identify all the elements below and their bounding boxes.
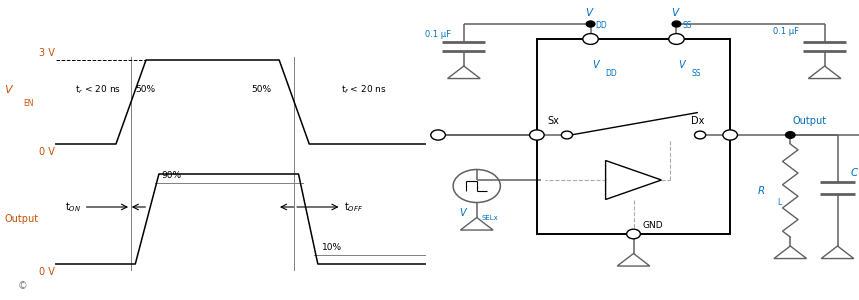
Text: SELx: SELx <box>481 214 497 220</box>
Text: t$_r$ < 20 ns: t$_r$ < 20 ns <box>75 84 121 96</box>
Bar <box>537 39 730 234</box>
Text: 0 V: 0 V <box>39 267 54 277</box>
Circle shape <box>668 34 684 44</box>
Circle shape <box>785 132 795 138</box>
Text: 50%: 50% <box>252 85 271 94</box>
Text: t$_{ON}$: t$_{ON}$ <box>65 200 82 214</box>
Text: Output: Output <box>4 214 39 224</box>
Text: DD: DD <box>606 69 618 78</box>
Text: R: R <box>758 185 765 196</box>
Circle shape <box>672 21 680 27</box>
Text: 0.1 μF: 0.1 μF <box>773 27 799 36</box>
Text: GND: GND <box>642 220 663 230</box>
Circle shape <box>586 21 594 27</box>
Text: 90%: 90% <box>161 171 181 180</box>
Text: 0 V: 0 V <box>39 147 54 157</box>
Text: V: V <box>4 85 12 95</box>
Circle shape <box>695 131 706 139</box>
Text: 0.1 μF: 0.1 μF <box>425 30 451 39</box>
Text: C: C <box>850 169 857 178</box>
Text: DD: DD <box>595 21 607 30</box>
Text: t$_f$ < 20 ns: t$_f$ < 20 ns <box>341 84 387 96</box>
Text: EN: EN <box>23 99 34 108</box>
Circle shape <box>722 130 737 140</box>
Text: V: V <box>679 60 685 70</box>
Text: SS: SS <box>691 69 701 78</box>
Circle shape <box>582 34 598 44</box>
Text: Output: Output <box>792 116 826 126</box>
Text: Dx: Dx <box>691 116 705 126</box>
Text: 3 V: 3 V <box>39 49 54 58</box>
Text: t$_{OFF}$: t$_{OFF}$ <box>344 200 362 214</box>
Text: SS: SS <box>682 21 692 30</box>
Text: Sx: Sx <box>548 116 559 126</box>
Text: V: V <box>671 8 678 18</box>
Text: 10%: 10% <box>322 243 342 252</box>
Circle shape <box>562 131 572 139</box>
Text: V: V <box>585 8 592 18</box>
Circle shape <box>529 130 545 140</box>
Circle shape <box>430 130 445 140</box>
Text: V: V <box>460 208 466 218</box>
Text: V: V <box>593 60 600 70</box>
Text: 50%: 50% <box>136 85 155 94</box>
Circle shape <box>627 229 640 239</box>
Text: ©: © <box>17 281 27 291</box>
Text: L: L <box>777 198 782 207</box>
